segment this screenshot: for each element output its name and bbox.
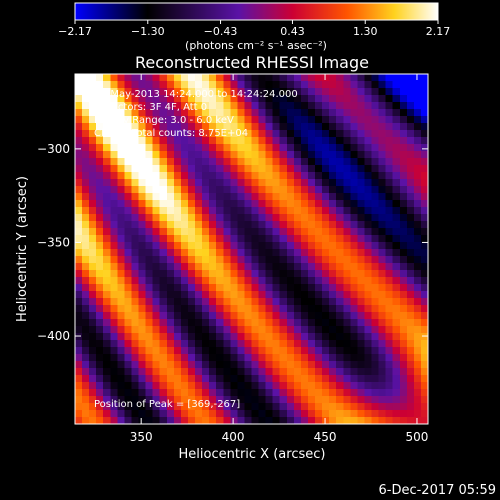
heatmap-image	[75, 74, 428, 424]
chart-title: Reconstructed RHESSI Image	[135, 53, 369, 72]
colorbar-tick-label: 0.43	[280, 25, 305, 38]
colorbar-unit-label: (photons cm⁻² s⁻¹ asec⁻²)	[185, 39, 327, 52]
colorbar-tick-label: 2.17	[426, 25, 451, 38]
peak-position-label: Position of Peak = [369,-267]	[94, 399, 240, 410]
y-axis: −300 −350 −400	[37, 142, 428, 343]
colorbar-tick-label: −0.43	[204, 25, 238, 38]
colorbar-tick-label: −1.30	[131, 25, 165, 38]
info-line-detectors: Detectors: 3F 4F, Att 0	[94, 102, 207, 113]
info-line-observation-time: 23-May-2013 14:24.000 to 14:24:24.000	[94, 89, 298, 100]
x-axis-label: Heliocentric X (arcsec)	[179, 447, 326, 462]
x-tick-label: 500	[406, 430, 429, 444]
colorbar-ticks: −2.17 −1.30 −0.43 0.43 1.30 2.17	[58, 20, 450, 38]
y-tick-label: −350	[37, 235, 70, 249]
plot-frame	[74, 73, 429, 425]
date-stamp: 6-Dec-2017 05:59	[378, 483, 497, 498]
x-tick-label: 450	[314, 430, 337, 444]
x-tick-label: 400	[222, 430, 245, 444]
x-axis: 350 400 450 500	[130, 74, 429, 444]
x-tick-label: 350	[130, 430, 153, 444]
y-tick-label: −300	[37, 142, 70, 156]
colorbar-tick-label: −2.17	[58, 25, 92, 38]
y-axis-label: Heliocentric Y (arcsec)	[15, 176, 30, 322]
colorbar	[74, 2, 439, 21]
colorbar-tick-label: 1.30	[353, 25, 378, 38]
info-line-total-counts: Clean , Total counts: 8.75E+04	[94, 128, 248, 139]
y-tick-label: −400	[37, 329, 70, 343]
info-line-energy-range: Energy Range: 3.0 - 6.0 keV	[94, 115, 234, 126]
